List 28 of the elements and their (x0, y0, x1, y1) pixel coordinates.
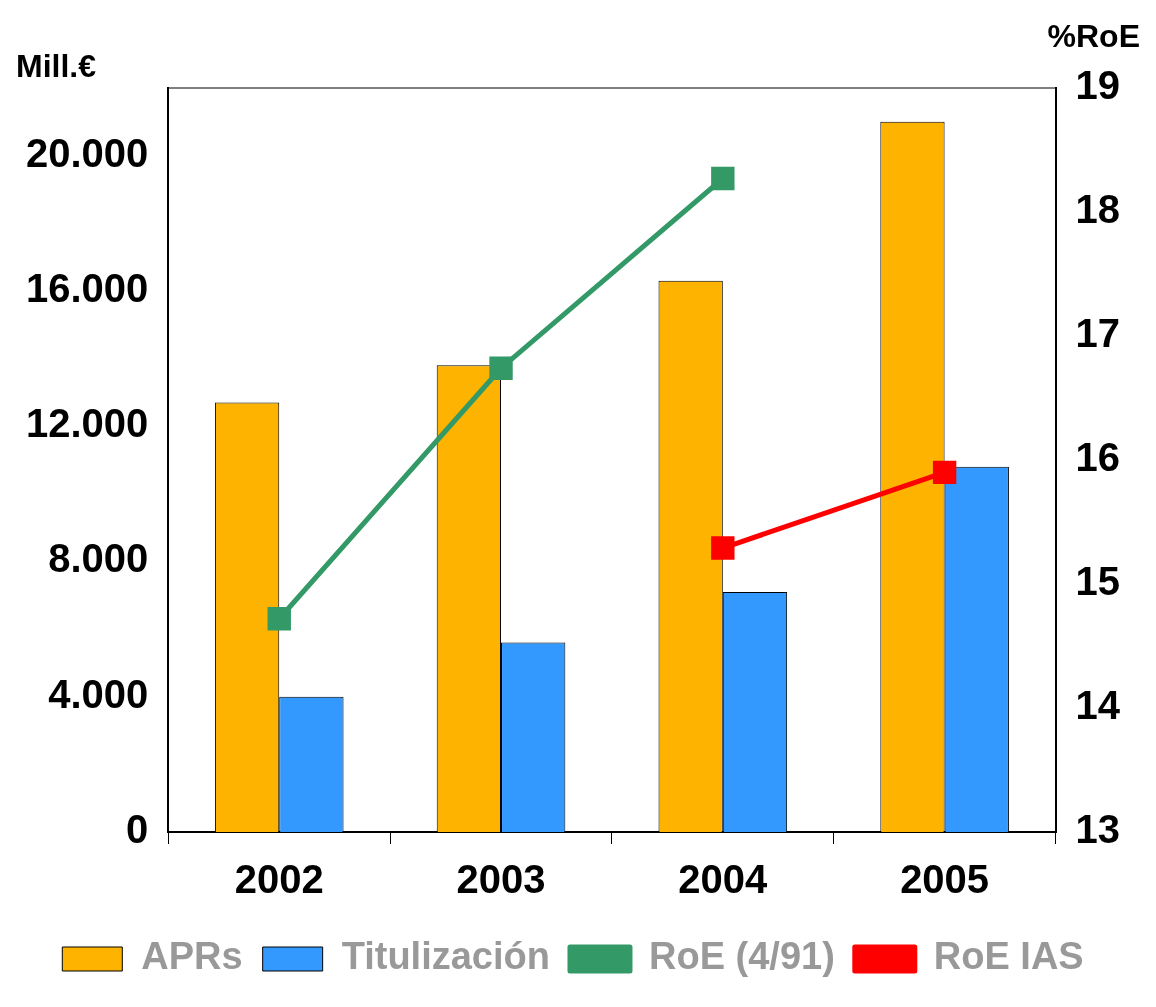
x-tick-label: 2003 (456, 857, 546, 902)
y-tick-label: 8.000 (48, 536, 149, 581)
y2-tick-label: 18 (1075, 187, 1121, 232)
y-tick-label: 16.000 (26, 265, 149, 310)
legend-label: RoE (4/91) (648, 935, 835, 978)
y-tick-label: 4.000 (48, 671, 149, 716)
x-tick-label: 2005 (900, 857, 990, 902)
y2-tick-label: 19 (1075, 63, 1121, 108)
y-tick-label: 20.000 (26, 130, 149, 175)
x-tick-label: 2002 (234, 857, 324, 902)
x-tick-label: 2004 (678, 857, 769, 902)
y2-tick-label: 15 (1075, 559, 1121, 604)
y2-tick-label: 16 (1075, 435, 1121, 480)
point (489, 356, 513, 380)
y-tick-label: 12.000 (26, 401, 149, 446)
point (267, 607, 291, 631)
y-tick-label: 0 (126, 807, 149, 852)
y-axis-title: Mill.€ (16, 47, 97, 84)
legend-label: APRs (141, 935, 243, 978)
point (711, 536, 735, 560)
y2-tick-label: 17 (1075, 311, 1121, 356)
legend-label: Titulización (341, 935, 550, 978)
point (711, 166, 735, 191)
y2-tick-label: 13 (1075, 807, 1121, 852)
y2-axis-title: %RoE (1047, 17, 1140, 54)
legend-label: RoE IAS (933, 935, 1084, 978)
y2-tick-label: 14 (1075, 683, 1121, 728)
point (932, 460, 957, 485)
